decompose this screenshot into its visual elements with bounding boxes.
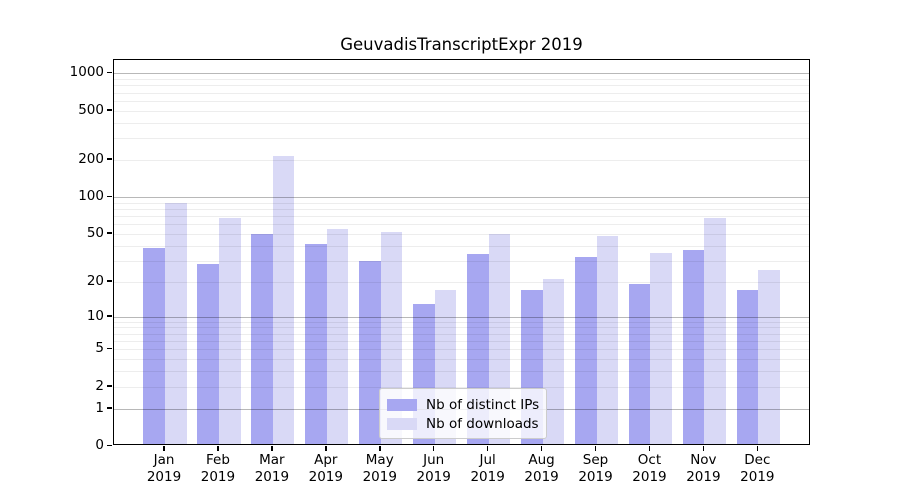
gridline-minor bbox=[114, 110, 809, 112]
gridline-minor bbox=[114, 159, 809, 161]
x-tick bbox=[486, 446, 489, 451]
x-tick-label: Jan 2019 bbox=[146, 452, 182, 485]
gridline-minor bbox=[114, 92, 809, 94]
bar-distinct-ips bbox=[359, 260, 381, 444]
gridline-minor bbox=[114, 85, 809, 87]
y-tick bbox=[107, 347, 112, 350]
y-tick bbox=[107, 71, 112, 74]
x-tick bbox=[163, 446, 165, 451]
x-tick bbox=[325, 446, 327, 451]
bar-distinct-ips bbox=[736, 290, 759, 444]
legend-swatch-downloads bbox=[387, 417, 417, 430]
y-tick-label: 20 bbox=[86, 272, 104, 289]
x-tick-label: Sep 2019 bbox=[578, 452, 613, 485]
y-tick bbox=[107, 407, 112, 409]
y-tick-label: 200 bbox=[78, 150, 104, 167]
y-tick-label: 10 bbox=[86, 307, 104, 324]
x-tick bbox=[756, 446, 759, 451]
bar-distinct-ips bbox=[628, 284, 651, 444]
x-tick-label: Feb 2019 bbox=[200, 452, 236, 485]
legend-swatch-distinct-ips bbox=[387, 398, 417, 411]
x-tick-label: Apr 2019 bbox=[308, 452, 343, 485]
y-tick-label: 5 bbox=[95, 340, 104, 357]
x-tick bbox=[540, 446, 543, 451]
bar-distinct-ips bbox=[682, 249, 705, 444]
bar-downloads bbox=[272, 156, 295, 444]
x-tick bbox=[271, 446, 273, 451]
chart-title: GeuvadisTranscriptExpr 2019 bbox=[340, 35, 583, 54]
y-tick bbox=[107, 232, 112, 234]
bar-distinct-ips bbox=[574, 257, 597, 444]
x-tick-label: Oct 2019 bbox=[632, 452, 667, 485]
y-tick-label: 0 bbox=[95, 437, 104, 453]
y-tick-label: 500 bbox=[78, 101, 104, 118]
bar-downloads bbox=[758, 270, 780, 444]
y-tick bbox=[107, 444, 112, 446]
gridline-major bbox=[114, 73, 809, 75]
bar-distinct-ips bbox=[251, 233, 273, 444]
gridline-minor bbox=[114, 138, 809, 140]
bar-distinct-ips bbox=[305, 244, 327, 444]
plot-area bbox=[113, 59, 810, 445]
bar-downloads bbox=[650, 252, 673, 444]
y-tick bbox=[107, 385, 112, 387]
x-tick-label: Jul 2019 bbox=[470, 452, 505, 485]
y-tick-label: 1000 bbox=[69, 64, 104, 81]
bar-downloads bbox=[542, 279, 565, 444]
bar-downloads bbox=[704, 218, 726, 444]
x-tick-label: Nov 2019 bbox=[686, 452, 721, 485]
x-tick-label: Aug 2019 bbox=[524, 452, 559, 485]
bar-downloads bbox=[326, 228, 349, 444]
y-tick bbox=[107, 195, 112, 198]
x-tick bbox=[217, 446, 219, 451]
bar-downloads bbox=[165, 202, 187, 444]
y-tick-label: 2 bbox=[95, 377, 104, 394]
legend-item-distinct-ips: Nb of distinct IPs bbox=[387, 395, 539, 414]
legend-label-downloads: Nb of downloads bbox=[426, 415, 539, 432]
gridline-minor bbox=[114, 216, 809, 218]
x-tick bbox=[432, 446, 435, 451]
x-tick-label: Mar 2019 bbox=[254, 452, 290, 485]
y-tick bbox=[107, 158, 112, 160]
gridline-major bbox=[114, 197, 809, 199]
x-tick bbox=[594, 446, 597, 451]
legend-item-downloads: Nb of downloads bbox=[387, 414, 539, 433]
y-tick-label: 1 bbox=[95, 399, 104, 416]
legend-label-distinct-ips: Nb of distinct IPs bbox=[426, 396, 540, 413]
x-tick-label: Dec 2019 bbox=[740, 452, 775, 485]
y-tick-label: 100 bbox=[78, 188, 104, 205]
bar-distinct-ips bbox=[197, 264, 219, 444]
x-tick-label: Jun 2019 bbox=[416, 452, 451, 485]
bar-distinct-ips bbox=[143, 248, 165, 444]
gridline-minor bbox=[114, 78, 809, 80]
gridline-minor bbox=[114, 122, 809, 124]
y-tick bbox=[107, 280, 112, 282]
x-tick-label: May 2019 bbox=[362, 452, 397, 485]
gridline-minor bbox=[114, 208, 809, 210]
gridline-minor bbox=[114, 202, 809, 204]
y-tick bbox=[107, 109, 112, 111]
y-tick bbox=[107, 315, 112, 317]
x-tick bbox=[379, 446, 381, 451]
bar-downloads bbox=[218, 218, 241, 444]
x-tick bbox=[648, 446, 651, 451]
gridline-minor bbox=[114, 100, 809, 102]
y-tick-label: 50 bbox=[86, 224, 104, 241]
x-tick bbox=[702, 446, 705, 451]
legend: Nb of distinct IPs Nb of downloads bbox=[379, 388, 547, 439]
bar-downloads bbox=[596, 236, 619, 444]
